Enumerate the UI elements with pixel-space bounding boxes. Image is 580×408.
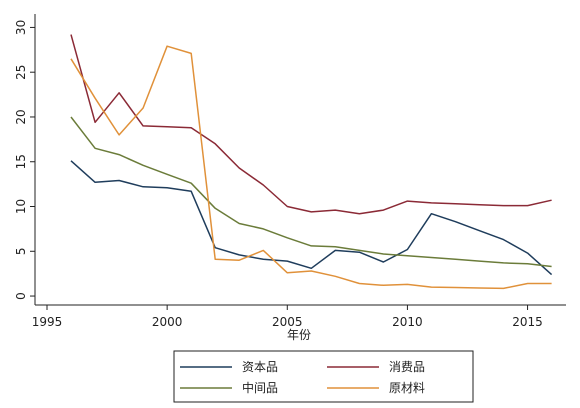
y-tick-label: 5 [14,247,28,255]
legend-label-1: 资本品 [242,360,278,374]
axes: 0 5 10 15 20 25 30 1995 2000 2005 2010 2015 年份 [14,14,566,342]
y-tick-label: 30 [14,20,28,35]
series-layer [70,34,553,290]
y-tick-label: 25 [14,65,28,80]
x-tick-label: 2000 [152,315,183,329]
series-line-2 [70,34,552,215]
x-axis-title: 年份 [287,328,311,342]
y-tick-label: 0 [14,292,28,300]
x-tick-label: 2005 [272,315,303,329]
legend-box [173,350,474,403]
legend-label-4: 原材料 [389,381,425,395]
x-tick-label: 1995 [32,315,63,329]
x-tick-label: 2015 [512,315,543,329]
x-tick-label: 2010 [392,315,423,329]
legend-label-3: 中间品 [242,380,278,395]
series-line-3 [70,116,552,268]
series-line-4 [70,45,552,290]
y-tick-label: 20 [14,109,28,124]
y-tick-label: 15 [14,154,28,169]
legend-label-2: 消费品 [389,360,425,374]
series-line-1 [70,160,553,276]
y-tick-label: 10 [14,199,28,214]
